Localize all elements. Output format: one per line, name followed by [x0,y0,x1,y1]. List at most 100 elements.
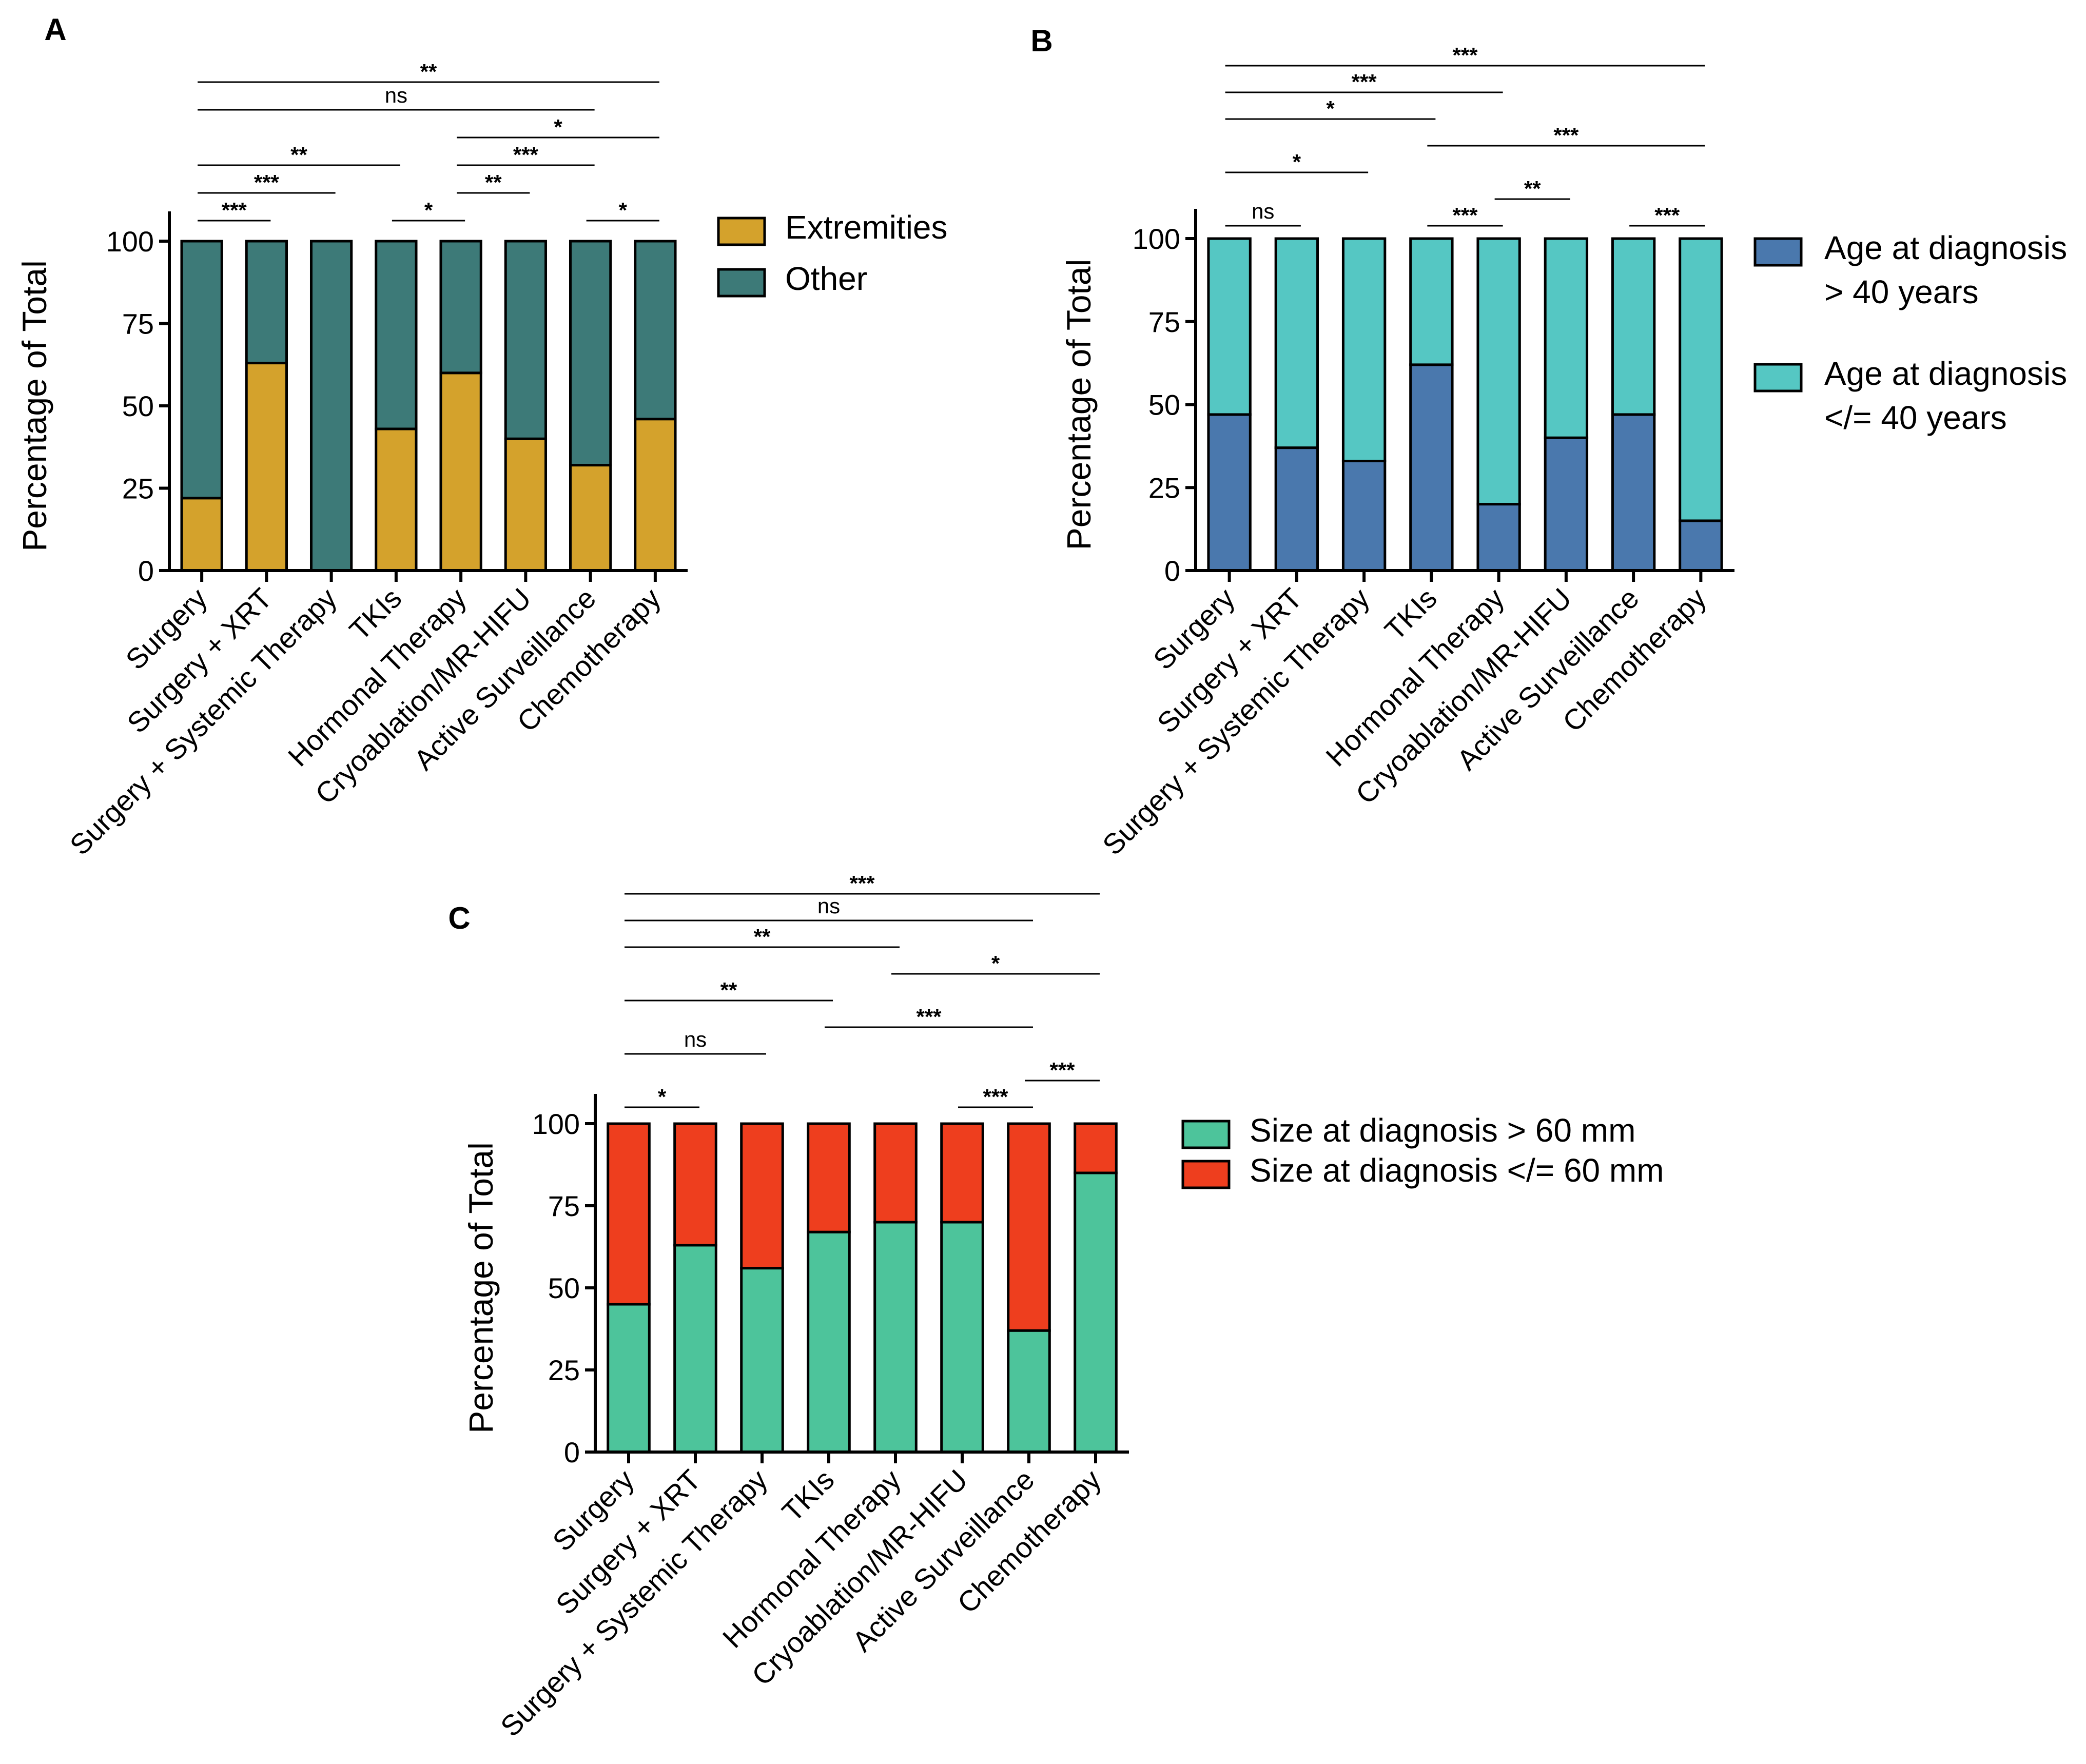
bar-segment [1274,237,1319,449]
y-tick-label: 0 [1164,555,1180,587]
bar-segment [1679,237,1723,522]
bar-segment [439,240,482,375]
bar-segment [607,1122,651,1306]
bar-segment [1611,237,1656,416]
legend-label: Age at diagnosis [1824,229,2067,266]
bar-segment [1074,1122,1118,1174]
significance-label: * [991,951,1000,975]
bar-segment [740,1122,784,1270]
bar-segment [740,1267,784,1454]
legend-swatch [1753,363,1803,393]
legend-label: > 40 years [1824,273,1979,310]
y-tick-label: 75 [122,308,154,340]
bar-segment [1341,237,1387,462]
significance-label: *** [1049,1058,1075,1082]
significance-label: ** [754,925,771,949]
y-tick-label: 25 [548,1354,580,1386]
bar-segment [375,427,418,572]
bar-segment [375,240,418,430]
bar-segment [1544,237,1589,439]
significance-label: *** [222,198,247,222]
bar-segment [1341,459,1387,572]
bar-segment [1007,1122,1051,1332]
panel-label: A [44,12,66,47]
bar-segment [569,240,612,467]
bar-segment [940,1221,984,1454]
y-tick-label: 25 [122,473,154,505]
significance-label: ns [1252,199,1274,223]
bar-segment [439,371,482,572]
bar-segment [245,362,288,572]
bar-segment [634,418,677,572]
significance-label: ns [385,83,407,107]
significance-label: *** [513,143,539,167]
legend-swatch [1181,1160,1231,1189]
bar-segment [1544,436,1589,572]
bar-segment [607,1303,651,1454]
significance-label: ns [684,1027,707,1051]
bar-segment [1679,519,1723,572]
significance-label: * [658,1085,667,1109]
bar-segment [1409,237,1454,366]
bar-segment [1274,446,1319,572]
significance-label: * [1293,150,1301,174]
x-tick-label: Surgery + Systemic Therapy [64,582,343,861]
significance-label: * [619,198,628,222]
bar-segment [1007,1329,1051,1454]
legend-label: Extremities [785,209,948,246]
legend-swatch [1753,237,1803,267]
bar-segment [1207,237,1252,416]
bar-segment [180,240,223,500]
bar-segment [873,1221,918,1454]
bar-segment [634,240,677,421]
significance-label: ** [720,978,737,1002]
significance-label: ** [1524,177,1541,201]
bar-segment [1476,503,1521,572]
bar-segment [1611,413,1656,572]
significance-label: ** [290,143,307,167]
bar-segment [1207,413,1252,572]
y-tick-label: 75 [548,1190,580,1222]
y-axis-label: Percentage of Total [15,260,53,552]
y-tick-label: 100 [532,1108,580,1140]
bar-segment [673,1244,717,1454]
panel-label: B [1030,24,1052,58]
bar-segment [569,464,612,572]
y-tick-label: 50 [122,390,154,422]
bar-segment [807,1122,851,1233]
y-tick-label: 100 [106,225,154,258]
significance-label: ** [485,170,502,194]
significance-label: * [554,115,562,139]
y-tick-label: 50 [1148,389,1180,421]
y-axis-label: Percentage of Total [462,1142,500,1434]
y-tick-label: 0 [564,1436,580,1468]
x-tick-label: Surgery + Systemic Therapy [494,1463,773,1742]
legend-swatch [1181,1120,1231,1149]
legend: Extremities Other [717,209,948,298]
significance-label: *** [1352,70,1377,94]
bar-segment [180,497,223,572]
legend: Age at diagnosis > 40 years Age at diagnos… [1753,229,2067,436]
y-tick-label: 50 [548,1272,580,1304]
bar-segment [940,1122,984,1224]
bar-segment [1476,237,1521,506]
significance-label: ** [420,60,437,84]
y-tick-label: 75 [1148,306,1180,338]
bar-segment [673,1122,717,1247]
y-tick-label: 100 [1133,223,1180,255]
significance-label: * [424,198,433,222]
significance-label: *** [983,1085,1008,1109]
legend-label: Size at diagnosis > 60 mm [1250,1112,1635,1149]
significance-label: *** [1553,123,1579,147]
y-axis-label: Percentage of Total [1060,259,1098,551]
legend-label: Age at diagnosis [1824,355,2067,392]
legend-swatch [717,268,766,298]
y-tick-label: 25 [1148,472,1180,504]
legend-label: Other [785,260,867,297]
bar-segment [1074,1171,1118,1454]
bar-segment [807,1230,851,1454]
